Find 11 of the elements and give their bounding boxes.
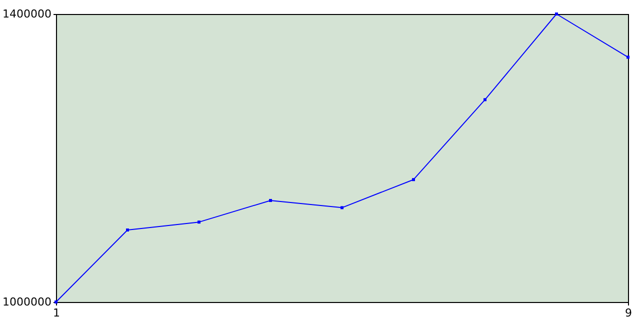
point	[484, 98, 486, 102]
point	[198, 220, 200, 224]
x-tick-label: 9	[625, 306, 632, 320]
x-tick-label: 1	[53, 306, 60, 320]
point	[626, 56, 630, 59]
y-tick-label: 1400000	[2, 8, 52, 20]
point	[412, 178, 415, 182]
point	[269, 198, 272, 202]
point	[340, 206, 344, 210]
line-series	[54, 12, 630, 304]
y-tick-label: 1000000	[2, 296, 52, 308]
